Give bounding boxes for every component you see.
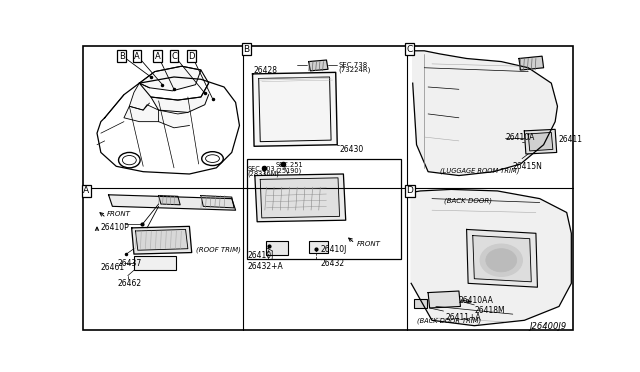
Text: SEC.251: SEC.251	[276, 163, 303, 169]
Text: 26410J: 26410J	[320, 245, 347, 254]
Polygon shape	[151, 83, 209, 112]
Text: 26428: 26428	[253, 66, 277, 75]
Text: SEC.203: SEC.203	[247, 166, 275, 171]
Text: FRONT: FRONT	[107, 211, 131, 217]
Text: C: C	[406, 45, 413, 54]
Polygon shape	[519, 56, 543, 70]
Text: 26410P: 26410P	[101, 223, 129, 232]
Text: A: A	[134, 52, 140, 61]
Polygon shape	[528, 132, 553, 151]
Text: D: D	[188, 52, 195, 61]
Polygon shape	[411, 189, 572, 326]
Text: (BACK DOOR TRIM): (BACK DOOR TRIM)	[417, 318, 481, 324]
Text: FRONT: FRONT	[356, 241, 380, 247]
Bar	[266, 241, 288, 255]
Bar	[308, 241, 328, 253]
Polygon shape	[524, 129, 557, 154]
Text: C: C	[171, 52, 177, 61]
Polygon shape	[132, 226, 192, 254]
Text: 26411+A: 26411+A	[446, 312, 481, 322]
Text: 26410J: 26410J	[247, 251, 273, 260]
Text: 26418M: 26418M	[474, 307, 505, 315]
Polygon shape	[124, 105, 159, 122]
Text: 26415N: 26415N	[513, 162, 543, 171]
Text: 26461: 26461	[101, 263, 125, 272]
Polygon shape	[201, 196, 234, 208]
Text: 26410A: 26410A	[505, 133, 534, 142]
Text: A: A	[83, 186, 90, 195]
Ellipse shape	[480, 244, 522, 276]
Polygon shape	[260, 178, 340, 218]
Polygon shape	[159, 110, 189, 128]
Text: J26400J9: J26400J9	[530, 322, 567, 331]
Polygon shape	[413, 51, 557, 176]
Text: 26437: 26437	[118, 259, 142, 268]
Polygon shape	[159, 196, 180, 205]
Ellipse shape	[486, 249, 516, 272]
Text: 26430: 26430	[340, 145, 364, 154]
Bar	[134, 256, 176, 270]
Polygon shape	[255, 174, 346, 222]
Bar	[247, 158, 401, 259]
Text: (BACK DOOR): (BACK DOOR)	[444, 197, 492, 203]
Text: D: D	[406, 186, 413, 195]
Bar	[414, 299, 427, 308]
Text: B: B	[118, 52, 125, 61]
Text: A: A	[155, 52, 161, 61]
Text: 26462: 26462	[118, 279, 142, 289]
Polygon shape	[136, 230, 188, 250]
Text: SEC.738: SEC.738	[338, 62, 367, 68]
Polygon shape	[140, 66, 201, 91]
Text: B: B	[243, 45, 250, 54]
Text: 26432+A: 26432+A	[247, 262, 283, 271]
Polygon shape	[308, 60, 328, 71]
Text: (73224R): (73224R)	[338, 67, 371, 73]
Text: 26432: 26432	[320, 259, 344, 268]
Polygon shape	[428, 291, 460, 308]
Text: 26410AA: 26410AA	[459, 296, 494, 305]
Text: (25190): (25190)	[276, 167, 302, 174]
Polygon shape	[253, 73, 337, 146]
Text: (LUGGAGE ROOM TRIM): (LUGGAGE ROOM TRIM)	[440, 168, 519, 174]
Polygon shape	[129, 83, 149, 110]
Text: (28336M): (28336M)	[247, 170, 279, 177]
Polygon shape	[109, 195, 236, 210]
Polygon shape	[473, 235, 531, 282]
Text: 26411: 26411	[558, 135, 582, 144]
Text: (ROOF TRIM): (ROOF TRIM)	[196, 246, 241, 253]
Polygon shape	[467, 230, 538, 287]
